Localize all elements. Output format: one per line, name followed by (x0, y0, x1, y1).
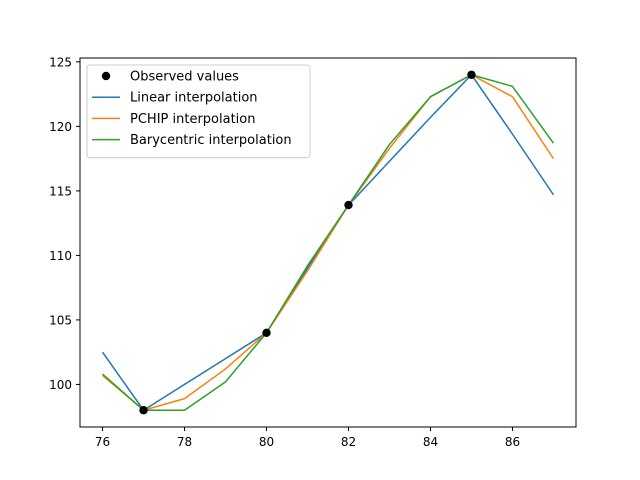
x-tick-label-5: 86 (505, 435, 520, 449)
legend-label-2: PCHIP interpolation (130, 112, 255, 127)
y-tick-label-3: 115 (49, 184, 72, 198)
plot-frame (79, 57, 577, 428)
y-tick-label-1: 105 (49, 313, 72, 327)
legend-marker-0 (101, 71, 111, 81)
legend-label-3: Barycentric interpolation (130, 133, 292, 148)
y-tick-label-0: 100 (49, 378, 72, 392)
legend-label-0: Observed values (130, 70, 239, 85)
series-layer (101, 70, 555, 415)
y-tick-label-5: 125 (49, 55, 72, 69)
x-tick-label-4: 84 (423, 435, 438, 449)
observed-point-1 (262, 328, 271, 338)
y-axis: 100 105 110 115 120 125 (49, 55, 80, 392)
observed-point-0 (139, 406, 148, 415)
x-tick-label-1: 78 (177, 435, 192, 449)
x-tick-label-2: 80 (259, 435, 274, 449)
legend-label-1: Linear interpolation (130, 91, 258, 106)
legend-box (86, 64, 311, 159)
x-tick-label-0: 76 (95, 435, 110, 449)
y-tick-label-2: 110 (49, 249, 72, 263)
series-line-2 (102, 74, 555, 411)
observed-point-2 (344, 200, 353, 210)
observed-point-3 (467, 70, 476, 79)
y-tick-label-4: 120 (49, 120, 72, 134)
series-line-3 (102, 74, 555, 411)
x-tick-label-3: 82 (341, 435, 356, 449)
legend: Observed values Linear interpolation PCHIP… (86, 64, 311, 159)
x-axis: 76 78 80 82 84 86 (95, 427, 520, 449)
